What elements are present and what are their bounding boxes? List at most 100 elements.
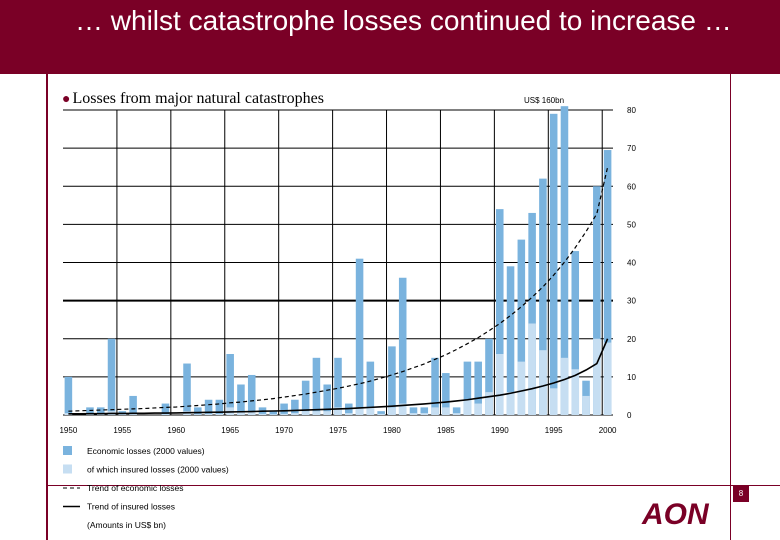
x-tick-label: 1960 xyxy=(167,426,185,435)
y-tick-label: 30 xyxy=(627,297,636,306)
insured-loss-bar xyxy=(247,411,256,415)
frame-bottom-rule xyxy=(46,485,780,486)
economic-loss-bar xyxy=(603,150,612,415)
y-tick-label: 40 xyxy=(627,259,636,268)
economic-loss-bar xyxy=(463,361,472,415)
economic-loss-bar xyxy=(312,357,321,415)
insured-loss-bar xyxy=(452,413,461,415)
y-tick-label: 10 xyxy=(627,373,636,382)
legend-label: Economic losses (2000 values) xyxy=(87,446,205,456)
insured-loss-bar xyxy=(474,403,482,415)
insured-loss-bar xyxy=(420,413,429,415)
bullet-dot-icon: ● xyxy=(62,92,71,107)
insured-loss-bar xyxy=(366,407,375,415)
economic-loss-bar xyxy=(431,357,439,415)
insured-loss-bar xyxy=(204,413,213,415)
legend-label: of which insured losses (2000 values) xyxy=(87,465,229,475)
chart-bars xyxy=(64,106,612,415)
svg-text:AON: AON xyxy=(641,498,710,531)
insured-loss-bar xyxy=(194,414,202,415)
y-tick-label: 80 xyxy=(627,106,636,115)
y-tick-label: 0 xyxy=(627,411,632,420)
insured-loss-bar xyxy=(463,399,472,415)
economic-loss-bar xyxy=(269,411,278,415)
insured-loss-bar xyxy=(334,407,342,415)
chart-axes: 0 10 20 30 40 50 60 70 80 US$ 160bn 1950 1955 1960 19… xyxy=(59,96,636,435)
economic-loss-bar xyxy=(593,186,601,415)
x-tick-label: 2000 xyxy=(599,426,617,435)
x-tick-label: 1955 xyxy=(113,426,131,435)
insured-loss-bar xyxy=(398,403,407,415)
insured-loss-bar xyxy=(593,338,601,415)
frame-right-rule xyxy=(730,74,731,540)
bullet-text: Losses from major natural catastrophes xyxy=(72,90,324,107)
economic-loss-bar xyxy=(377,411,385,415)
insured-loss-bar xyxy=(388,407,396,415)
economic-loss-bar xyxy=(301,380,310,415)
economic-loss-bar xyxy=(194,407,202,415)
economic-loss-bar xyxy=(280,403,288,415)
economic-loss-bar xyxy=(107,338,116,415)
x-tick-label: 1995 xyxy=(545,426,563,435)
economic-trend-line xyxy=(68,167,609,412)
y-tick-label: 20 xyxy=(627,335,636,344)
economic-loss-bar xyxy=(96,407,105,415)
insured-loss-bar xyxy=(539,350,547,415)
economic-loss-bar xyxy=(485,338,493,415)
y-tick-label: 70 xyxy=(627,144,636,153)
x-tick-label: 1990 xyxy=(491,426,509,435)
insured-loss-bar xyxy=(237,411,245,415)
insured-loss-bar xyxy=(485,392,493,415)
economic-loss-bar xyxy=(237,384,245,415)
insured-loss-bar xyxy=(560,357,569,415)
x-tick-label: 1950 xyxy=(59,426,77,435)
economic-loss-bar xyxy=(506,266,515,415)
economic-loss-bar xyxy=(247,374,256,415)
insured-loss-bar xyxy=(269,414,278,415)
insured-loss-bar xyxy=(528,323,536,415)
insured-loss-bar xyxy=(603,342,612,415)
frame-left-rule xyxy=(46,74,48,540)
economic-loss-bar xyxy=(366,361,375,415)
x-tick-label: 1965 xyxy=(221,426,239,435)
insured-loss-bar xyxy=(301,411,310,415)
insured-loss-bar xyxy=(571,369,580,415)
economic-loss-bar xyxy=(398,277,407,415)
economic-loss-bar xyxy=(334,357,342,415)
insured-loss-bar xyxy=(431,407,439,415)
insured-loss-bar xyxy=(258,413,267,415)
insured-loss-bar xyxy=(161,414,170,415)
insured-loss-bar xyxy=(312,411,321,415)
insured-loss-bar xyxy=(345,413,353,415)
insured-loss-bar xyxy=(377,413,385,415)
economic-loss-bar xyxy=(560,106,569,415)
x-tick-label: 1970 xyxy=(275,426,293,435)
economic-loss-bar xyxy=(442,373,450,415)
economic-loss-bar xyxy=(161,403,170,415)
economic-loss-bar xyxy=(226,354,234,415)
economic-loss-bar xyxy=(355,258,364,415)
x-tick-label: 1985 xyxy=(437,426,455,435)
insured-loss-bar xyxy=(495,354,504,415)
insured-loss-bar xyxy=(409,413,418,415)
chart-trend-lines xyxy=(68,167,609,415)
legend-swatch xyxy=(63,446,72,455)
unit-label: US$ 160bn xyxy=(524,96,564,105)
economic-loss-bar xyxy=(86,407,94,415)
economic-loss-bar xyxy=(528,212,536,415)
insured-loss-bar xyxy=(549,388,558,415)
y-tick-label: 50 xyxy=(627,220,636,229)
page-number: 8 xyxy=(733,486,749,502)
insured-loss-bar xyxy=(291,413,299,415)
economic-loss-bar xyxy=(64,376,73,415)
insured-loss-bar xyxy=(118,414,127,415)
aon-logo: AON xyxy=(641,498,710,531)
insured-loss-bar xyxy=(355,407,364,415)
economic-loss-bar xyxy=(549,113,558,415)
economic-loss-bar xyxy=(452,407,461,415)
economic-loss-bar xyxy=(129,395,137,415)
economic-loss-bar xyxy=(539,178,547,415)
insured-loss-bar xyxy=(582,395,590,415)
insured-loss-bar xyxy=(215,413,224,415)
insured-loss-bar xyxy=(517,361,526,415)
